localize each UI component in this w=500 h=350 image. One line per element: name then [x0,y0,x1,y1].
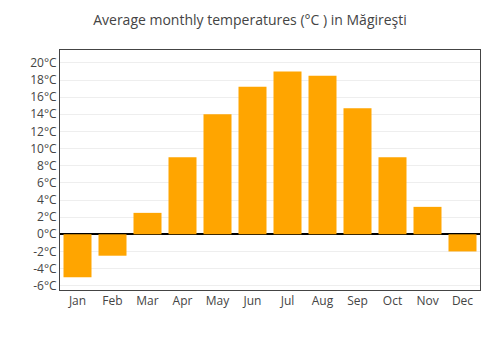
svg-text:2°C: 2°C [37,208,57,225]
svg-text:20°C: 20°C [30,54,57,71]
svg-text:8°C: 8°C [37,157,57,174]
svg-text:Dec: Dec [452,292,473,309]
svg-text:12°C: 12°C [30,123,57,140]
svg-text:10°C: 10°C [30,140,57,157]
svg-text:Oct: Oct [383,292,402,309]
svg-text:14°C: 14°C [30,105,57,122]
svg-text:Jul: Jul [280,292,295,309]
svg-text:0°C: 0°C [37,225,57,242]
svg-text:May: May [206,292,230,309]
svg-text:Sep: Sep [347,292,368,309]
svg-text:Apr: Apr [173,292,193,309]
svg-text:Aug: Aug [312,292,334,309]
svg-text:Jan: Jan [68,292,86,309]
svg-text:Average monthly temperatures (: Average monthly temperatures (°C ) in Mă… [93,10,407,29]
svg-text:Nov: Nov [416,292,438,309]
svg-text:-6°C: -6°C [33,277,57,294]
svg-text:4°C: 4°C [37,191,57,208]
svg-text:Mar: Mar [136,292,158,309]
svg-text:Feb: Feb [102,292,122,309]
svg-text:16°C: 16°C [30,88,57,105]
svg-text:-4°C: -4°C [33,260,57,277]
svg-text:-2°C: -2°C [33,243,57,260]
svg-text:Jun: Jun [243,292,262,309]
svg-text:6°C: 6°C [37,174,57,191]
svg-text:18°C: 18°C [30,71,57,88]
